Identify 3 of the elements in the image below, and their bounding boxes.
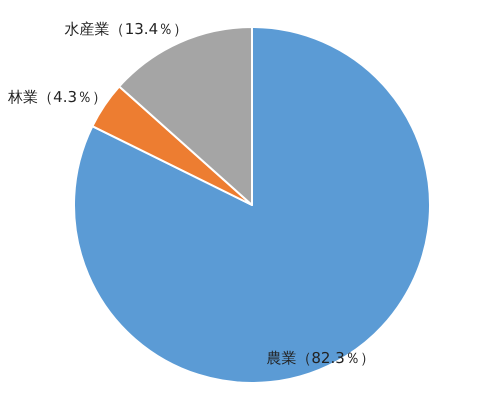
slice-label: 水産業（13.4％）	[64, 20, 188, 38]
slice-label: 農業（82.3％）	[266, 349, 375, 368]
slice-label: 林業（4.3％）	[7, 88, 108, 106]
